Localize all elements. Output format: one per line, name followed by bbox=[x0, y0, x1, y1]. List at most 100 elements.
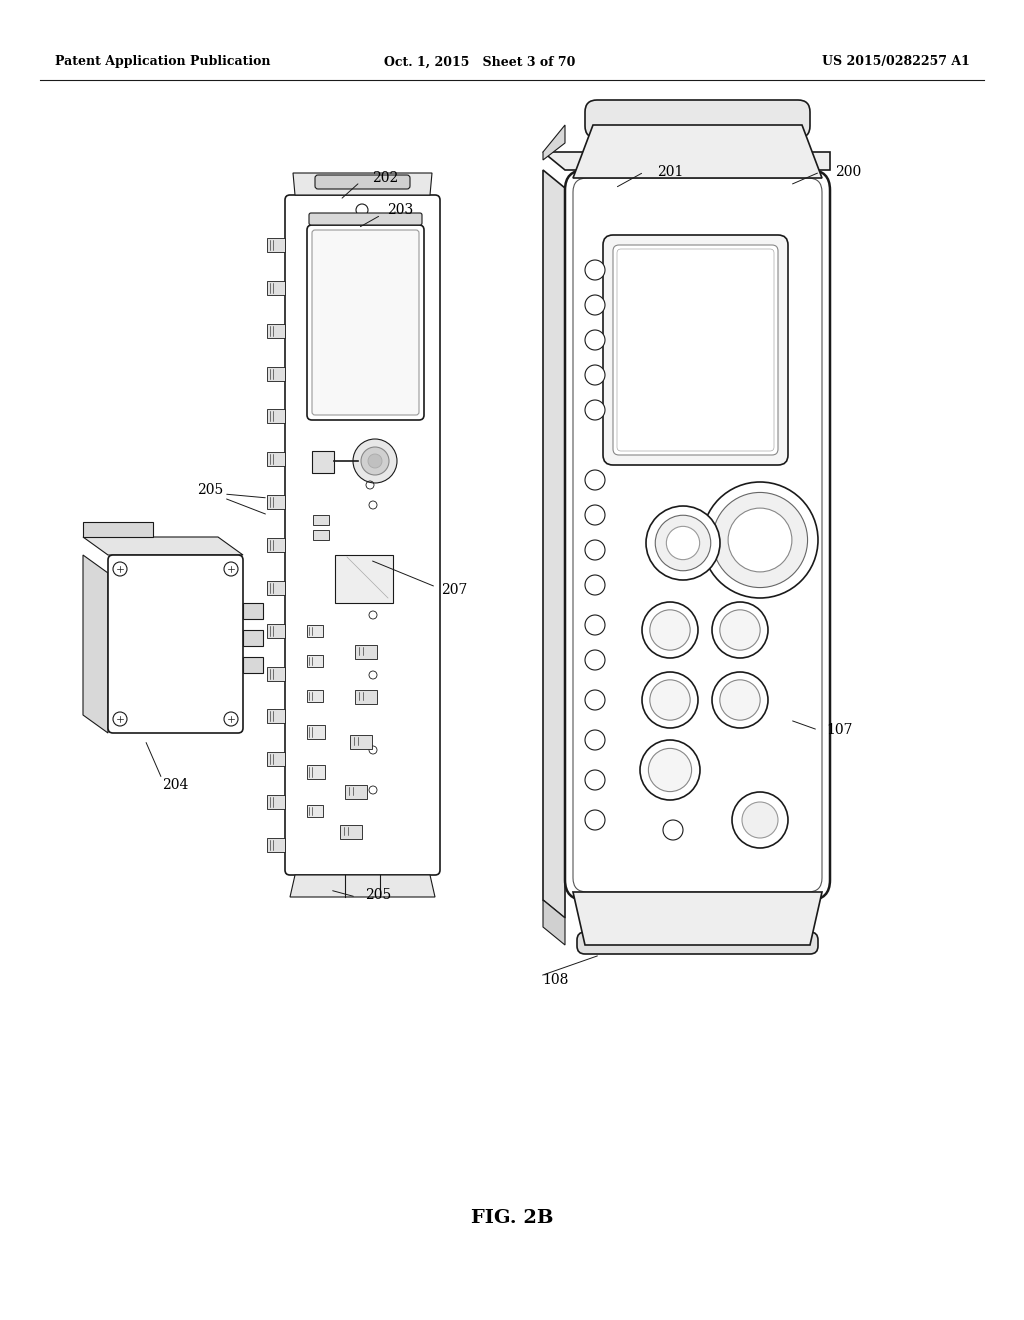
Bar bbox=[307, 690, 323, 702]
Bar bbox=[243, 630, 263, 645]
Circle shape bbox=[361, 447, 389, 475]
Circle shape bbox=[712, 672, 768, 729]
Circle shape bbox=[742, 803, 778, 838]
Bar bbox=[350, 735, 372, 748]
Polygon shape bbox=[83, 554, 108, 733]
Bar bbox=[307, 624, 323, 638]
FancyBboxPatch shape bbox=[585, 100, 810, 139]
Bar bbox=[267, 709, 285, 723]
Circle shape bbox=[585, 770, 605, 789]
Circle shape bbox=[368, 454, 382, 469]
Bar bbox=[307, 805, 323, 817]
FancyBboxPatch shape bbox=[315, 176, 410, 189]
Circle shape bbox=[655, 515, 711, 570]
FancyBboxPatch shape bbox=[285, 195, 440, 875]
Bar bbox=[267, 667, 285, 681]
FancyBboxPatch shape bbox=[307, 224, 424, 420]
Polygon shape bbox=[543, 125, 565, 160]
Circle shape bbox=[646, 506, 720, 579]
Bar bbox=[267, 624, 285, 638]
Text: 202: 202 bbox=[372, 172, 398, 185]
Bar bbox=[267, 838, 285, 851]
Text: 207: 207 bbox=[440, 583, 467, 597]
Bar bbox=[267, 581, 285, 595]
Text: 204: 204 bbox=[162, 777, 188, 792]
Bar bbox=[355, 645, 377, 659]
Polygon shape bbox=[293, 173, 432, 195]
Polygon shape bbox=[543, 900, 565, 945]
Bar bbox=[267, 367, 285, 380]
Circle shape bbox=[585, 400, 605, 420]
Bar bbox=[307, 766, 325, 779]
FancyBboxPatch shape bbox=[577, 932, 818, 954]
Polygon shape bbox=[83, 537, 243, 554]
Text: US 2015/0282257 A1: US 2015/0282257 A1 bbox=[822, 55, 970, 69]
FancyBboxPatch shape bbox=[613, 246, 778, 455]
Circle shape bbox=[585, 690, 605, 710]
Text: Patent Application Publication: Patent Application Publication bbox=[55, 55, 270, 69]
Bar bbox=[243, 657, 263, 673]
Circle shape bbox=[663, 820, 683, 840]
Circle shape bbox=[585, 649, 605, 671]
Circle shape bbox=[585, 615, 605, 635]
Circle shape bbox=[585, 810, 605, 830]
Polygon shape bbox=[543, 170, 565, 917]
Circle shape bbox=[585, 730, 605, 750]
Circle shape bbox=[585, 260, 605, 280]
Circle shape bbox=[585, 294, 605, 315]
Circle shape bbox=[712, 602, 768, 657]
Bar bbox=[340, 825, 362, 840]
Text: 107: 107 bbox=[826, 723, 853, 737]
Circle shape bbox=[728, 508, 792, 572]
Bar bbox=[335, 554, 393, 603]
Text: Oct. 1, 2015   Sheet 3 of 70: Oct. 1, 2015 Sheet 3 of 70 bbox=[384, 55, 575, 69]
Bar bbox=[307, 655, 323, 667]
Circle shape bbox=[585, 576, 605, 595]
Circle shape bbox=[353, 440, 397, 483]
Circle shape bbox=[648, 748, 691, 792]
Polygon shape bbox=[543, 152, 830, 170]
FancyBboxPatch shape bbox=[309, 213, 422, 224]
Text: 201: 201 bbox=[656, 165, 683, 180]
Text: 200: 200 bbox=[835, 165, 861, 180]
Bar bbox=[267, 495, 285, 510]
Polygon shape bbox=[573, 125, 822, 178]
Circle shape bbox=[650, 610, 690, 651]
FancyBboxPatch shape bbox=[603, 235, 788, 465]
Bar bbox=[267, 752, 285, 767]
Circle shape bbox=[585, 330, 605, 350]
Circle shape bbox=[642, 672, 698, 729]
Bar bbox=[267, 323, 285, 338]
Bar bbox=[267, 795, 285, 809]
Bar bbox=[313, 531, 329, 540]
Circle shape bbox=[650, 680, 690, 721]
Circle shape bbox=[713, 492, 808, 587]
Bar bbox=[267, 238, 285, 252]
Text: 205: 205 bbox=[197, 483, 223, 498]
Bar bbox=[267, 539, 285, 552]
Circle shape bbox=[702, 482, 818, 598]
Text: 108: 108 bbox=[542, 973, 568, 987]
Circle shape bbox=[720, 610, 760, 651]
Text: 205: 205 bbox=[365, 888, 391, 902]
Bar bbox=[83, 521, 153, 537]
Polygon shape bbox=[290, 875, 435, 898]
Bar bbox=[267, 453, 285, 466]
Text: FIG. 2B: FIG. 2B bbox=[471, 1209, 553, 1228]
Circle shape bbox=[585, 366, 605, 385]
Circle shape bbox=[585, 470, 605, 490]
Bar bbox=[267, 409, 285, 424]
FancyBboxPatch shape bbox=[565, 170, 830, 900]
FancyBboxPatch shape bbox=[312, 230, 419, 414]
Text: 203: 203 bbox=[387, 203, 413, 216]
FancyBboxPatch shape bbox=[108, 554, 243, 733]
Polygon shape bbox=[573, 892, 822, 945]
Bar bbox=[312, 451, 334, 473]
Bar bbox=[313, 515, 329, 525]
Circle shape bbox=[667, 527, 699, 560]
Bar bbox=[243, 603, 263, 619]
Circle shape bbox=[585, 506, 605, 525]
Circle shape bbox=[642, 602, 698, 657]
Bar bbox=[267, 281, 285, 294]
Circle shape bbox=[585, 540, 605, 560]
